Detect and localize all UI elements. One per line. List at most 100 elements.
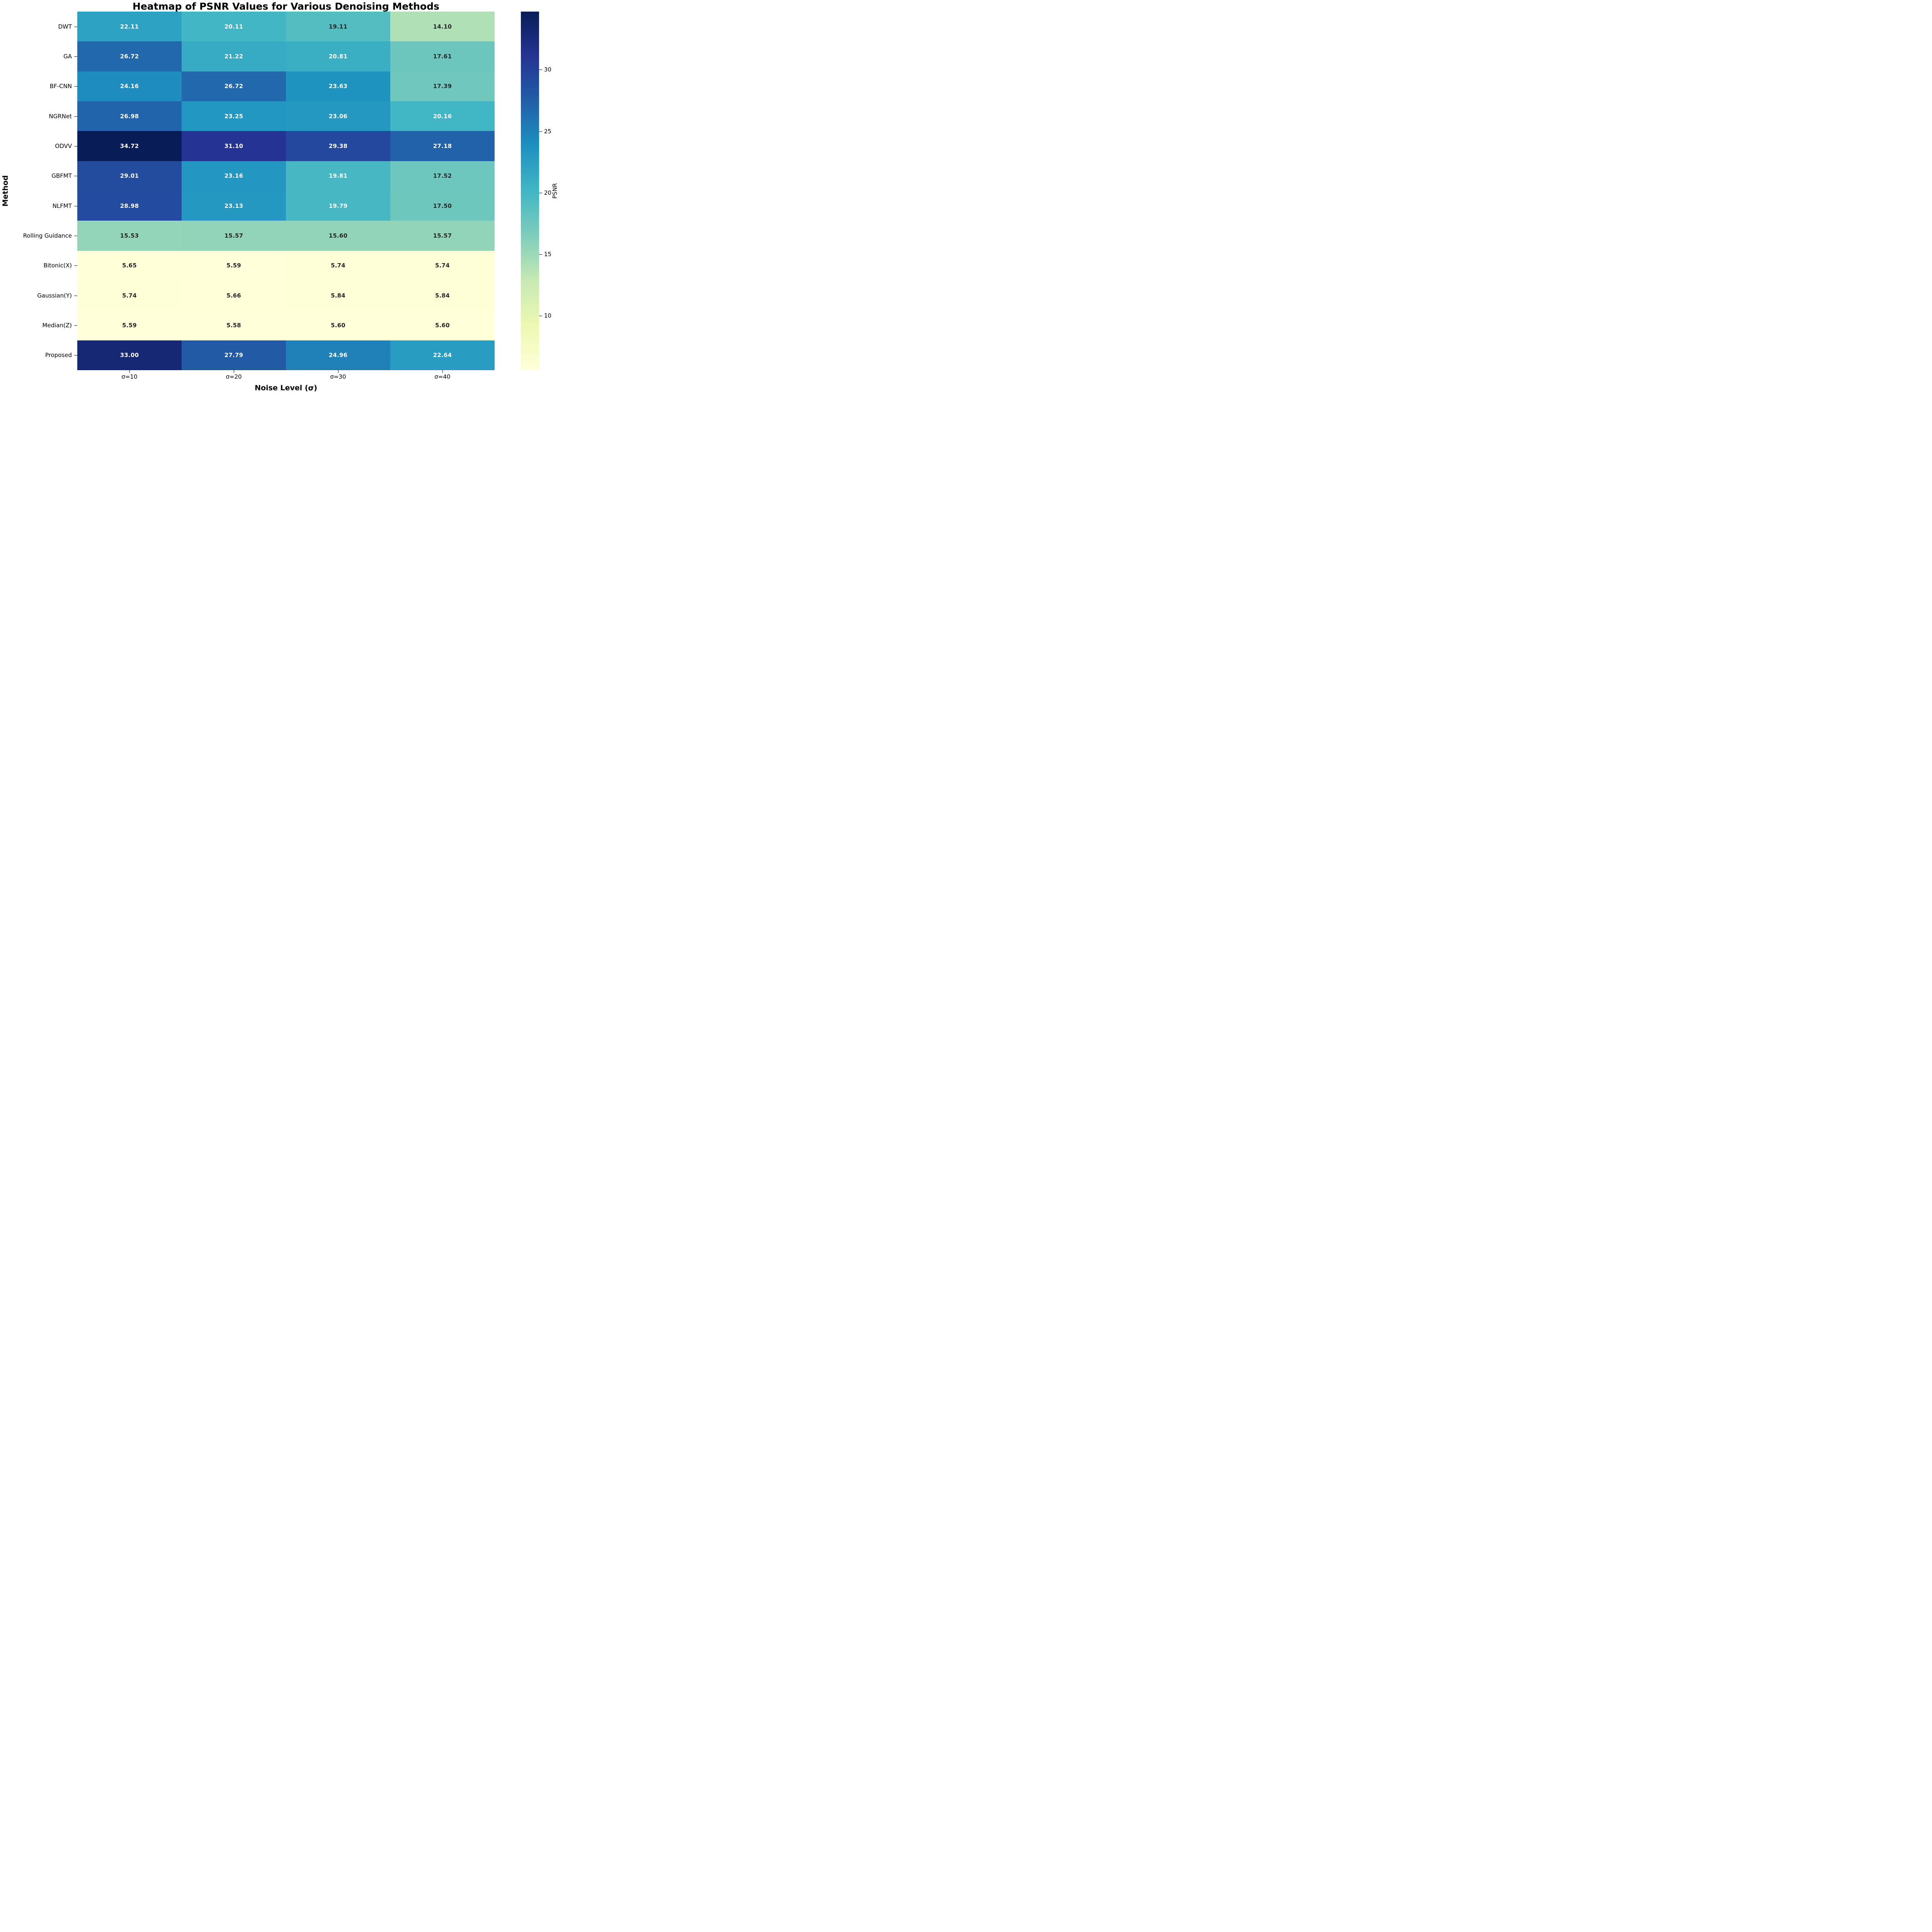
heatmap-grid: 22.11 20.11 19.11 14.10 26.72 21.22 20.81 17.61… — [77, 12, 495, 370]
heatmap-cell: 23.06 — [286, 101, 390, 131]
heatmap-cell: 15.60 — [286, 221, 390, 251]
cell-value: 20.81 — [328, 53, 348, 60]
tick-mark — [74, 56, 77, 57]
cell-value: 20.16 — [433, 112, 452, 120]
x-tick-label: σ=30 — [330, 373, 346, 380]
cell-value: 5.74 — [331, 262, 345, 269]
heatmap-cell: 17.39 — [390, 71, 495, 101]
cell-value: 26.72 — [120, 53, 139, 60]
heatmap-cell: 19.79 — [286, 191, 390, 221]
y-tick-label: NGRNet — [49, 112, 72, 120]
heatmap-cell: 24.96 — [286, 340, 390, 370]
cell-value: 15.57 — [224, 232, 243, 239]
tick-mark — [442, 370, 443, 373]
cell-value: 5.60 — [331, 321, 345, 329]
cell-value: 27.18 — [433, 142, 452, 150]
heatmap-cell: 27.18 — [390, 131, 495, 161]
x-tick-label: σ=20 — [226, 373, 242, 380]
colorbar-tick-label: 10 — [544, 312, 552, 320]
cell-value: 23.06 — [328, 112, 348, 120]
heatmap-cell: 28.98 — [77, 191, 182, 221]
tick-mark — [74, 116, 77, 117]
colorbar-tick-label: 15 — [544, 251, 552, 258]
cell-value: 28.98 — [120, 202, 139, 209]
heatmap-cell: 26.72 — [77, 41, 182, 71]
heatmap-cell: 5.59 — [182, 250, 286, 281]
heatmap-cell: 5.74 — [77, 281, 182, 311]
cell-value: 23.25 — [224, 112, 243, 120]
cell-value: 5.74 — [435, 262, 450, 269]
cell-value: 24.96 — [328, 352, 348, 359]
colorbar-tick-label: 25 — [544, 128, 552, 135]
heatmap-cell: 20.81 — [286, 41, 390, 71]
y-tick-label: GBFMT — [51, 172, 72, 180]
y-tick-label: Proposed — [45, 352, 72, 359]
heatmap-cell: 5.60 — [286, 310, 390, 340]
cell-value: 5.59 — [122, 321, 137, 329]
heatmap-cell: 24.16 — [77, 71, 182, 101]
heatmap-cell: 22.11 — [77, 12, 182, 42]
cell-value: 17.52 — [433, 172, 452, 180]
chart-title: Heatmap of PSNR Values for Various Denoi… — [133, 1, 439, 12]
heatmap-cell: 29.01 — [77, 161, 182, 191]
heatmap-cell: 31.10 — [182, 131, 286, 161]
y-tick-label: Rolling Guidance — [23, 232, 72, 239]
cell-value: 23.16 — [224, 172, 243, 180]
heatmap-cell: 19.11 — [286, 12, 390, 42]
cell-value: 29.38 — [328, 142, 348, 150]
cell-value: 14.10 — [433, 23, 452, 30]
heatmap-cell: 22.64 — [390, 340, 495, 370]
heatmap-cell: 15.53 — [77, 221, 182, 251]
cell-value: 33.00 — [120, 352, 139, 359]
colorbar — [521, 12, 539, 370]
heatmap-cell: 21.22 — [182, 41, 286, 71]
tick-mark — [74, 86, 77, 87]
y-tick-label: Bitonic(X) — [43, 262, 72, 269]
heatmap-cell: 5.58 — [182, 310, 286, 340]
tick-mark — [74, 265, 77, 266]
cell-value: 19.79 — [328, 202, 348, 209]
cell-value: 5.84 — [331, 292, 345, 299]
heatmap-cell: 29.38 — [286, 131, 390, 161]
cell-value: 15.60 — [328, 232, 348, 239]
heatmap-cell: 5.66 — [182, 281, 286, 311]
cell-value: 15.57 — [433, 232, 452, 239]
colorbar-gradient — [521, 12, 539, 370]
cell-value: 23.13 — [224, 202, 243, 209]
cell-value: 17.39 — [433, 83, 452, 90]
heatmap-cell: 5.84 — [286, 281, 390, 311]
cell-value: 5.84 — [435, 292, 450, 299]
tick-mark — [74, 325, 77, 326]
heatmap-cell: 5.74 — [286, 250, 390, 281]
cell-value: 5.65 — [122, 262, 137, 269]
cell-value: 17.50 — [433, 202, 452, 209]
heatmap-cell: 17.50 — [390, 191, 495, 221]
x-tick-label: σ=10 — [121, 373, 138, 380]
colorbar-tick-label: 30 — [544, 66, 552, 73]
heatmap-cell: 23.25 — [182, 101, 286, 131]
cell-value: 23.63 — [328, 83, 348, 90]
y-tick-label: Median(Z) — [42, 322, 72, 329]
heatmap-cell: 20.16 — [390, 101, 495, 131]
tick-mark — [539, 131, 542, 132]
heatmap-cell: 5.59 — [77, 310, 182, 340]
cell-value: 21.22 — [224, 53, 243, 60]
heatmap-cell: 5.65 — [77, 250, 182, 281]
heatmap-cell: 15.57 — [390, 221, 495, 251]
tick-mark — [129, 370, 130, 373]
heatmap-cell: 33.00 — [77, 340, 182, 370]
heatmap-cell: 5.74 — [390, 250, 495, 281]
cell-value: 27.79 — [224, 352, 243, 359]
colorbar-tick-label: 20 — [544, 189, 552, 196]
cell-value: 29.01 — [120, 172, 139, 180]
y-tick-label: NLFMT — [52, 202, 72, 209]
cell-value: 17.61 — [433, 53, 452, 60]
cell-value: 5.66 — [226, 292, 241, 299]
x-tick-label: σ=40 — [434, 373, 451, 380]
heatmap-cell: 34.72 — [77, 131, 182, 161]
y-axis-label: Method — [1, 175, 10, 207]
cell-value: 22.64 — [433, 352, 452, 359]
cell-value: 26.72 — [224, 83, 243, 90]
x-axis-label: Noise Level (σ) — [255, 384, 317, 392]
y-tick-label: Gaussian(Y) — [37, 292, 72, 299]
